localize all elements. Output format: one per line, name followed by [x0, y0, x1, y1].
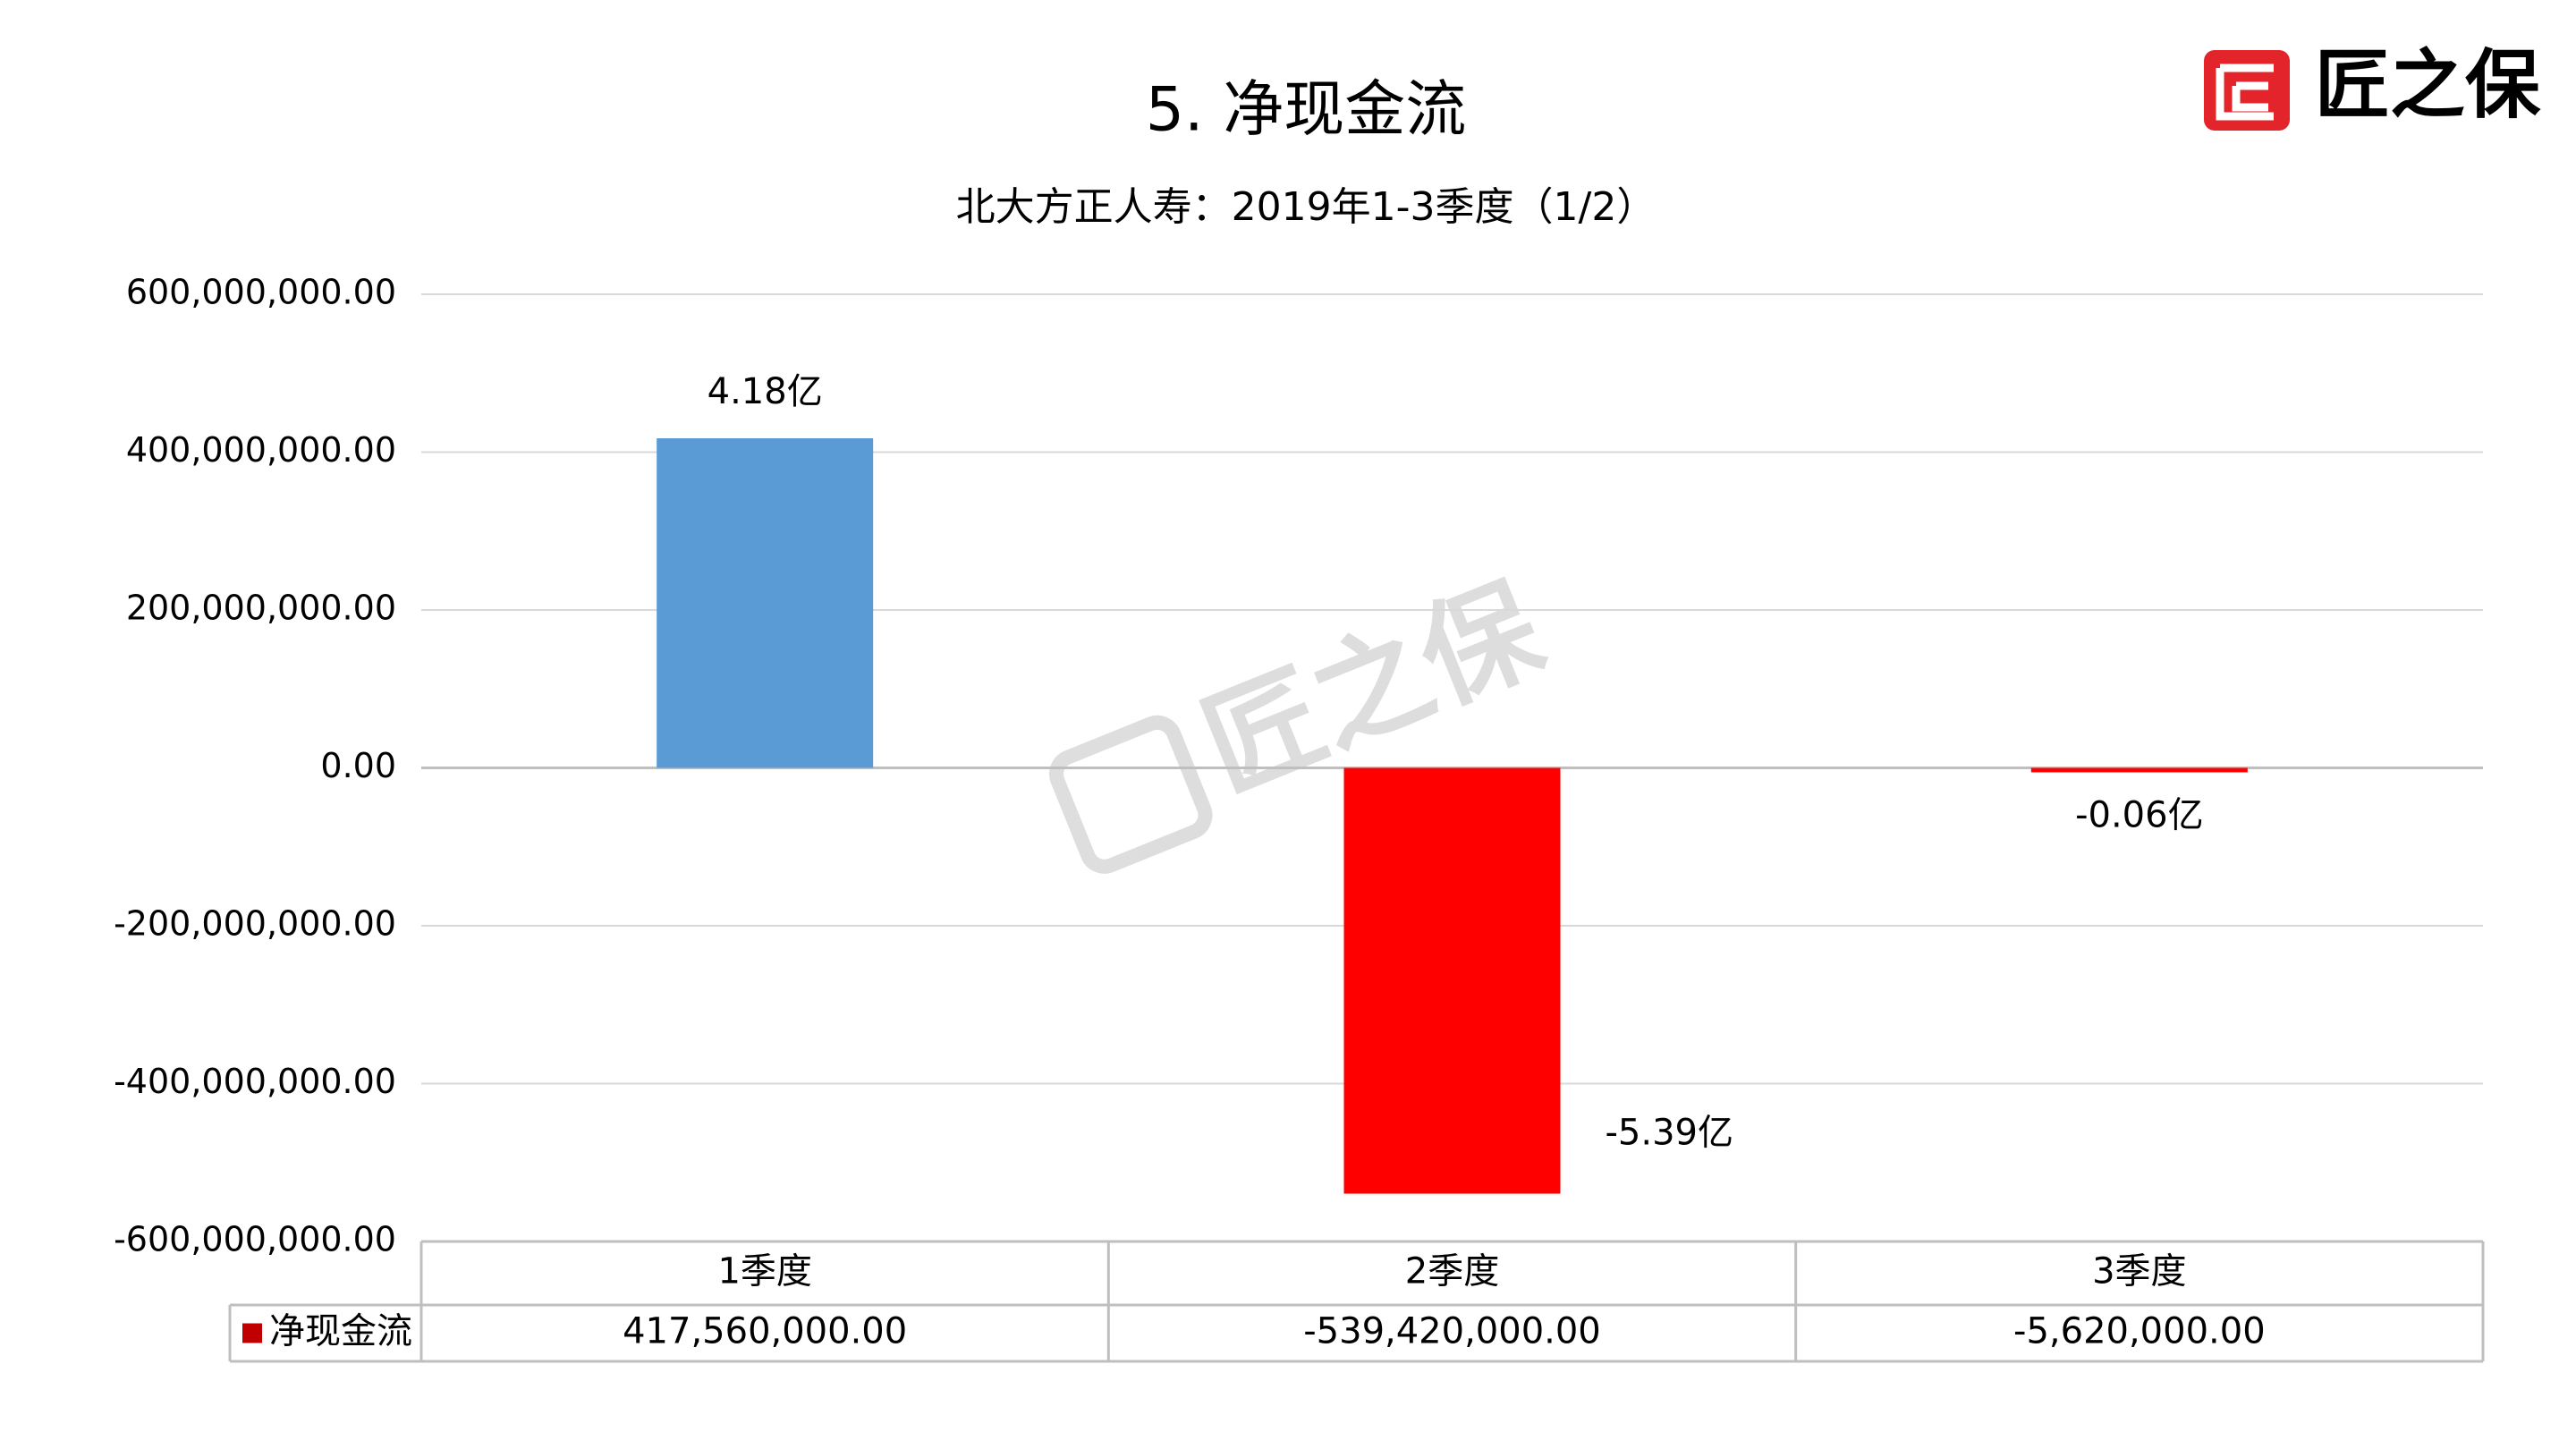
y-tick-label: 200,000,000.00 [126, 589, 396, 628]
logo-text: 匠之保 [2315, 41, 2541, 129]
chart-title: 5. 净现金流 [1146, 75, 1467, 146]
logo-glyph [2216, 64, 2274, 121]
y-tick-label: -400,000,000.00 [114, 1062, 396, 1101]
chart-subtitle: 北大方正人寿：2019年1-3季度（1/2） [956, 184, 1657, 230]
legend-label: 净现金流 [269, 1311, 412, 1352]
bar [1343, 767, 1561, 1194]
bar [2030, 767, 2248, 773]
logo: 匠之保 [2204, 41, 2541, 131]
bar [657, 438, 874, 768]
y-tick-label: 0.00 [320, 746, 396, 785]
y-tick-label: -600,000,000.00 [114, 1220, 396, 1259]
y-tick-label: -200,000,000.00 [114, 904, 396, 944]
watermark-icon [1049, 715, 1213, 874]
y-tick-label: 600,000,000.00 [126, 273, 396, 312]
data-label: 4.18亿 [708, 371, 823, 412]
x-tick-label: 2季度 [1405, 1251, 1499, 1292]
table-value: 417,560,000.00 [623, 1311, 907, 1352]
legend-marker [242, 1323, 262, 1343]
table-value: -539,420,000.00 [1303, 1311, 1601, 1352]
x-tick-label: 3季度 [2092, 1251, 2186, 1292]
data-label: -0.06亿 [2075, 794, 2204, 835]
y-tick-label: 400,000,000.00 [126, 430, 396, 470]
data-label: -5.39亿 [1606, 1113, 1734, 1154]
x-tick-label: 1季度 [717, 1251, 811, 1292]
table-value: -5,620,000.00 [2013, 1311, 2266, 1352]
